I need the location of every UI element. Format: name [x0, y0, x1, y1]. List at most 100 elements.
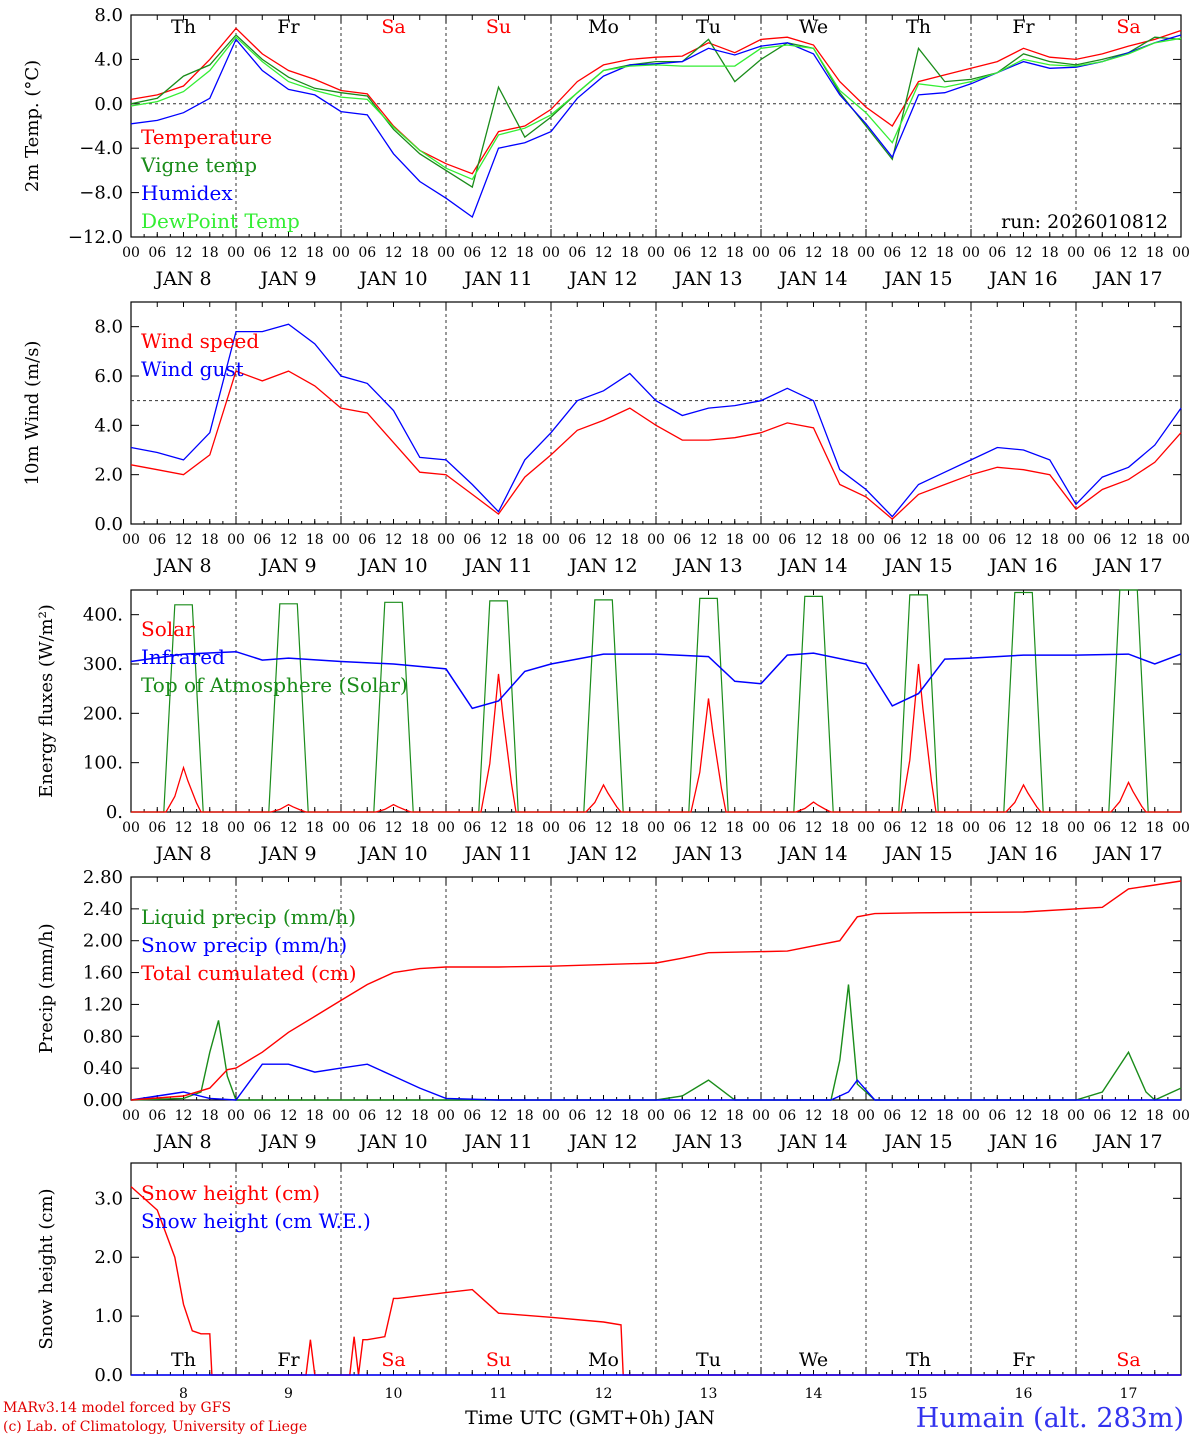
day-number: 11 [490, 1386, 508, 1402]
hour-tick-label: 18 [1146, 245, 1164, 261]
hour-tick-label: 12 [910, 820, 928, 836]
y-tick-label: 100. [83, 753, 123, 774]
date-label: JAN 15 [882, 555, 952, 577]
hour-tick-label: 12 [490, 1108, 508, 1124]
series-line-temperature [130, 27, 1182, 175]
date-label: JAN 8 [153, 268, 211, 290]
hour-tick-label: 06 [463, 1108, 481, 1124]
legend-entry: Vigne temp [140, 153, 257, 177]
hour-tick-label: 06 [568, 532, 586, 548]
y-tick-label: 2.0 [94, 465, 123, 486]
date-label: JAN 10 [357, 555, 427, 577]
series-line-dewpoint-temp [130, 36, 1182, 181]
day-name-snow: Fr [277, 1349, 300, 1371]
legend-entry: DewPoint Temp [141, 209, 300, 233]
series-line-snow-precip-mm-h- [130, 1063, 1181, 1101]
hour-tick-label: 06 [1093, 245, 1111, 261]
y-tick-label: 3.0 [94, 1188, 123, 1209]
hour-tick-label: 00 [332, 245, 350, 261]
hour-tick-label: 00 [857, 820, 875, 836]
hour-tick-label: 18 [1041, 820, 1059, 836]
hour-tick-label: 12 [175, 532, 193, 548]
hour-tick-label: 18 [1146, 532, 1164, 548]
day-number: 17 [1120, 1386, 1138, 1402]
hour-tick-label: 00 [122, 820, 140, 836]
hour-tick-label: 00 [122, 532, 140, 548]
y-axis-label: Snow height (cm) [36, 1188, 57, 1349]
hour-tick-label: 18 [831, 820, 849, 836]
hour-tick-label: 00 [962, 532, 980, 548]
hour-tick-label: 18 [621, 820, 639, 836]
day-name-snow: We [799, 1349, 828, 1371]
y-tick-label: 8.0 [94, 5, 123, 26]
hour-tick-label: 06 [463, 532, 481, 548]
date-label: JAN 8 [153, 555, 211, 577]
date-label: JAN 8 [153, 1131, 211, 1153]
day-name-snow: Sa [381, 1349, 405, 1371]
hour-tick-label: 06 [1093, 820, 1111, 836]
hour-tick-label: 06 [988, 820, 1006, 836]
legend-entry: Snow height (cm) [141, 1181, 320, 1205]
day-name-snow: Fr [1012, 1349, 1035, 1371]
day-name-top: Su [486, 16, 511, 38]
lab-credit: (c) Lab. of Climatology, University of L… [3, 1419, 308, 1435]
hour-tick-label: 18 [1146, 820, 1164, 836]
hour-tick-label: 18 [411, 1108, 429, 1124]
hour-tick-label: 12 [1015, 245, 1033, 261]
day-name-snow: Th [906, 1349, 931, 1371]
hour-tick-label: 12 [805, 1108, 823, 1124]
hour-tick-label: 18 [411, 245, 429, 261]
date-label: JAN 12 [567, 268, 637, 290]
hour-tick-label: 00 [227, 1108, 245, 1124]
hour-tick-label: 18 [1041, 245, 1059, 261]
date-label: JAN 9 [258, 843, 316, 865]
hour-tick-label: 18 [306, 245, 324, 261]
y-tick-label: 400. [83, 605, 123, 626]
date-label: JAN 13 [672, 555, 742, 577]
y-tick-label: 4.0 [94, 49, 123, 70]
y-tick-label: 8.0 [94, 317, 123, 338]
hour-tick-label: 06 [148, 532, 166, 548]
hour-tick-label: 12 [805, 245, 823, 261]
hour-tick-label: 00 [857, 245, 875, 261]
date-label: JAN 14 [777, 843, 847, 865]
hour-tick-label: 12 [1015, 532, 1033, 548]
hour-tick-label: 06 [883, 245, 901, 261]
hour-tick-label: 18 [201, 532, 219, 548]
hour-tick-label: 06 [673, 820, 691, 836]
series-line-solar [131, 663, 1181, 813]
hour-tick-label: 00 [1172, 1108, 1190, 1124]
hour-tick-label: 06 [463, 820, 481, 836]
date-label: JAN 9 [258, 268, 316, 290]
hour-tick-label: 12 [1120, 1108, 1138, 1124]
hour-tick-label: 12 [385, 820, 403, 836]
hour-tick-label: 00 [962, 1108, 980, 1124]
hour-tick-label: 18 [1146, 1108, 1164, 1124]
hour-tick-label: 12 [595, 820, 613, 836]
hour-tick-label: 00 [752, 820, 770, 836]
hour-tick-label: 12 [1015, 1108, 1033, 1124]
hour-tick-label: 12 [175, 1108, 193, 1124]
hour-tick-label: 12 [1120, 820, 1138, 836]
day-number: 15 [910, 1386, 928, 1402]
y-tick-label: 1.60 [83, 963, 123, 984]
date-label: JAN 13 [672, 1131, 742, 1153]
legend-entry: Wind speed [141, 329, 259, 353]
hour-tick-label: 12 [700, 245, 718, 261]
hour-tick-label: 06 [463, 245, 481, 261]
y-tick-label: 6.0 [94, 366, 123, 387]
hour-tick-label: 18 [936, 532, 954, 548]
hour-tick-label: 18 [936, 820, 954, 836]
hour-tick-label: 12 [280, 245, 298, 261]
hour-tick-label: 00 [752, 532, 770, 548]
date-label: JAN 16 [987, 843, 1057, 865]
day-name-top: Sa [1116, 16, 1140, 38]
hour-tick-label: 12 [280, 532, 298, 548]
series-line-total-cumulated-cm- [130, 880, 1182, 1101]
hour-tick-label: 12 [1015, 820, 1033, 836]
y-tick-label: 2.00 [83, 931, 123, 952]
y-tick-label: 1.0 [94, 1306, 123, 1327]
y-tick-label: −4.0 [79, 138, 123, 159]
y-axis-label: Precip (mm/h) [36, 923, 57, 1053]
